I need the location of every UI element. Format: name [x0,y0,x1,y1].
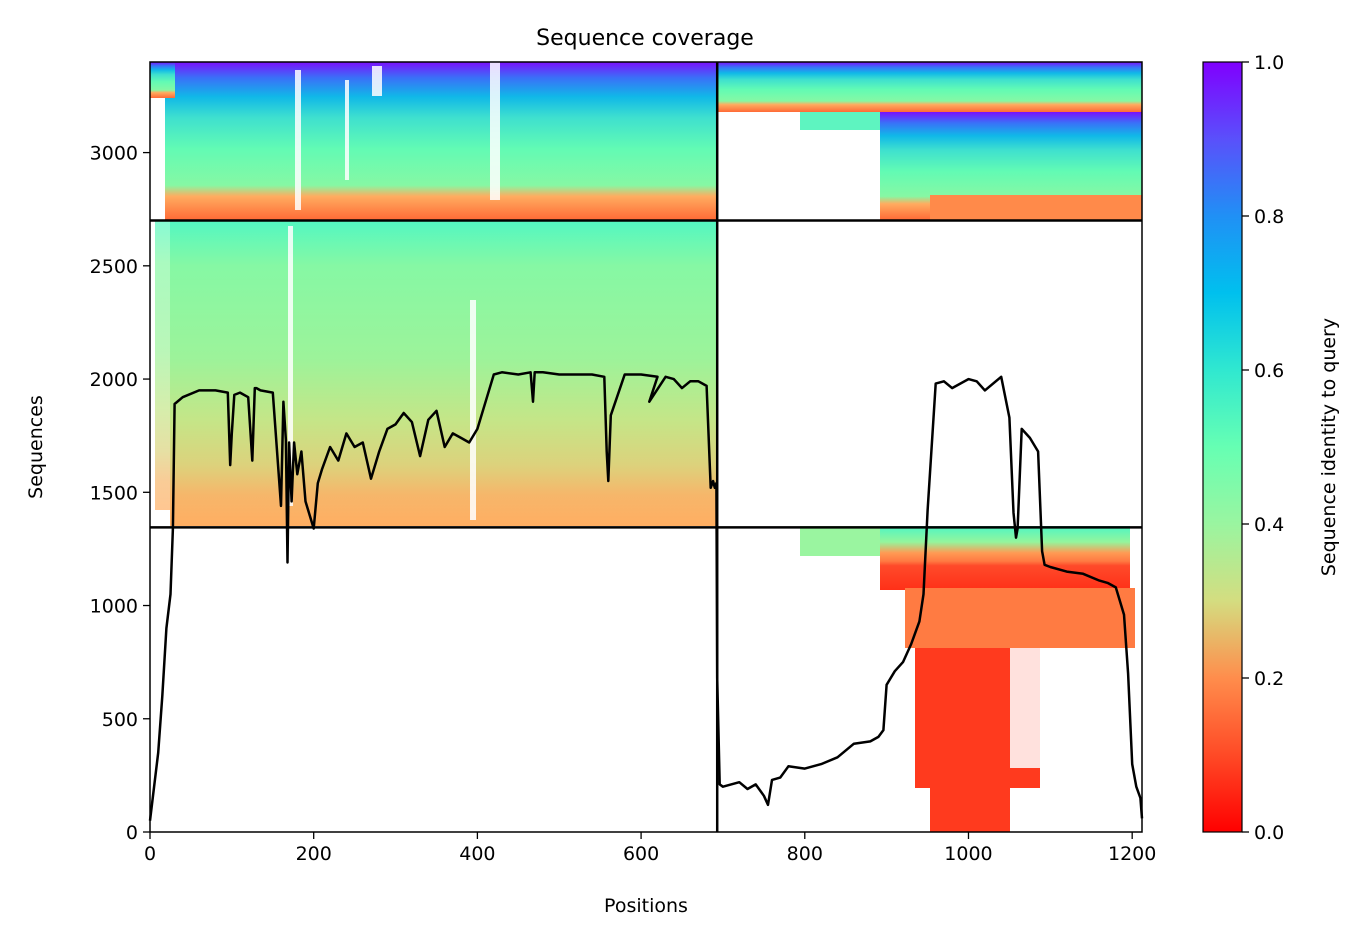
colorbar-ticks: 0.0 0.2 0.4 0.6 0.8 1.0 [1242,52,1284,844]
heatmap-block-top-left-edge [150,62,175,98]
y-tick-label: 1000 [90,596,138,618]
colorbar-tick-label: 0.4 [1254,514,1284,536]
y-tick-label: 2500 [90,256,138,278]
y-axis-ticks: 0 500 1000 1500 2000 2500 3000 [90,143,150,844]
colorbar-tick-label: 0.8 [1254,206,1284,228]
x-axis-label: Positions [604,895,688,917]
x-tick-label: 200 [296,843,332,865]
colorbar-tick-label: 1.0 [1254,52,1284,74]
y-axis-label: Sequences [25,395,47,499]
heatmap-block-bottom-right-upper [880,526,1130,590]
colorbar-tick-label: 0.0 [1254,822,1284,844]
colorbar [1202,61,1243,833]
heatmap-block-mid-left [170,220,718,526]
colorbar-label: Sequence identity to query [1318,318,1340,576]
chart-title: Sequence coverage [536,26,754,51]
y-tick-label: 3000 [90,143,138,165]
colorbar-tick-label: 0.6 [1254,360,1284,382]
x-tick-label: 1000 [944,843,992,865]
heatmap-block-bottom-right-red-narrow [930,788,1010,832]
x-tick-label: 800 [787,843,823,865]
y-tick-label: 0 [126,822,138,844]
x-tick-label: 400 [459,843,495,865]
heatmap-block-bottom-right-cyan-strip [800,526,880,556]
y-tick-label: 1500 [90,482,138,504]
plot-frame [149,61,1143,833]
coverage-heatmap [150,60,1142,832]
heatmap-block-top-right-step [800,112,880,130]
x-tick-label: 600 [623,843,659,865]
x-tick-label: 1200 [1108,843,1156,865]
heatmap-block-mid-left-edge [155,220,170,510]
heatmap-block-top-left [165,62,718,220]
heatmap-block-top-right [718,62,1142,112]
x-tick-label: 0 [144,843,156,865]
coverage-line [148,371,1144,821]
colorbar-tick-label: 0.2 [1254,668,1284,690]
y-tick-label: 2000 [90,369,138,391]
x-axis-ticks: 0 200 400 600 800 1000 1200 [144,832,1156,865]
heatmap-block-bottom-right-orange [905,588,1135,648]
heatmap-block-top-right-orange [930,195,1142,220]
y-tick-label: 500 [102,709,138,731]
